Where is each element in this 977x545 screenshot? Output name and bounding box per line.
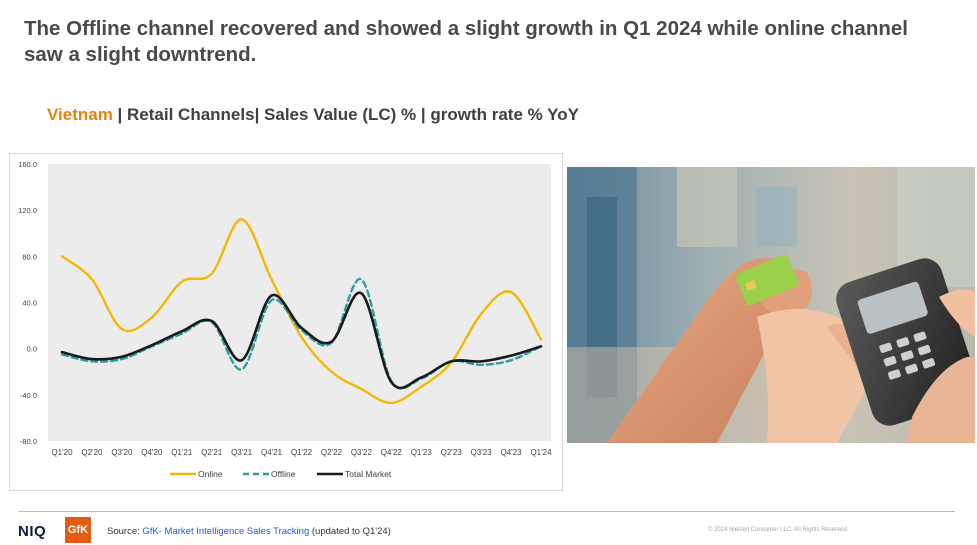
subtitle-text: | Retail Channels| Sales Value (LC) % | … (112, 105, 579, 124)
source-suffix: (updated to Q1'24) (309, 526, 391, 537)
line-chart: 160.0 120.0 80.0 40.0 0.0 -40.0 -80.0 Q1'20 Q2'2… (18, 160, 552, 479)
card-payment-terminal-photo-icon (567, 167, 975, 443)
slide-headline: The Offline channel recovered and showed… (24, 17, 908, 66)
x-tick-label: Q2'21 (201, 448, 223, 457)
y-tick-label: 40.0 (22, 299, 37, 308)
x-tick-label: Q1'23 (411, 448, 433, 457)
x-tick-label: Q2'20 (81, 448, 103, 457)
chart-subtitle: Vietnam | Retail Channels| Sales Value (… (47, 105, 579, 125)
x-tick-label: Q1'21 (171, 448, 193, 457)
card-payment-photo (567, 167, 975, 443)
x-tick-label: Q3'22 (351, 448, 373, 457)
y-tick-label: 160.0 (18, 160, 37, 169)
legend-label-offline: Offline (271, 469, 296, 479)
legend-label-total: Total Market (345, 469, 392, 479)
legend-label-online: Online (198, 469, 223, 479)
y-tick-label: 80.0 (22, 252, 37, 261)
x-tick-label: Q3'23 (471, 448, 493, 457)
series-line-online (60, 218, 543, 405)
subtitle-country: Vietnam (47, 105, 113, 124)
y-tick-label: -40.0 (20, 391, 37, 400)
x-tick-label: Q2'23 (441, 448, 463, 457)
x-tick-label: Q3'21 (231, 448, 253, 457)
gfk-logo: GfK (65, 517, 91, 543)
x-tick-label: Q1'22 (291, 448, 313, 457)
niq-logo: NIQ (18, 523, 47, 540)
source-note: Source: GfK- Market Intelligence Sales T… (107, 526, 391, 537)
x-tick-label: Q2'22 (321, 448, 343, 457)
y-tick-label: -80.0 (20, 437, 37, 446)
x-tick-label: Q4'22 (381, 448, 403, 457)
x-tick-label: Q4'20 (141, 448, 163, 457)
y-tick-label: 120.0 (18, 206, 37, 215)
x-tick-label: Q4'21 (261, 448, 283, 457)
source-link[interactable]: GfK- Market Intelligence Sales Tracking (142, 526, 310, 537)
series-line-total (60, 291, 543, 390)
footer-divider (18, 511, 955, 512)
line-chart-panel: 160.0 120.0 80.0 40.0 0.0 -40.0 -80.0 Q1'20 Q2'2… (9, 153, 563, 491)
x-tick-label: Q1'20 (51, 448, 73, 457)
plot-area (48, 164, 551, 441)
x-tick-label: Q4'23 (501, 448, 523, 457)
x-tick-label: Q1'24 (530, 448, 552, 457)
source-prefix: Source: (107, 526, 143, 537)
x-tick-label: Q3'20 (111, 448, 133, 457)
y-tick-label: 0.0 (27, 345, 37, 354)
copyright-text: © 2024 Nielsen Consumer LLC. All Rights … (708, 527, 849, 533)
